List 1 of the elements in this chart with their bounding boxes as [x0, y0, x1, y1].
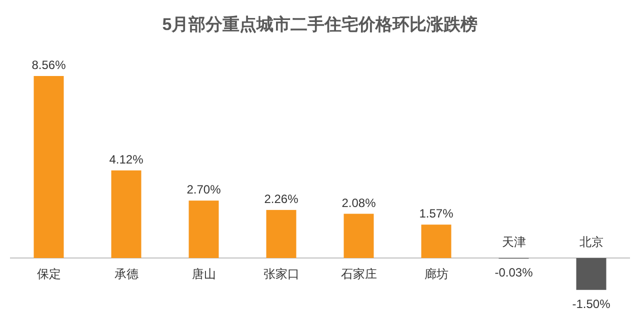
title: 5月部分重点城市二手住宅价格环比涨跌榜: [162, 15, 478, 34]
